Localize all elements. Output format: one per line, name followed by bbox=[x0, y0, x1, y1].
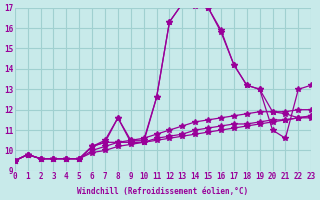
X-axis label: Windchill (Refroidissement éolien,°C): Windchill (Refroidissement éolien,°C) bbox=[77, 187, 249, 196]
